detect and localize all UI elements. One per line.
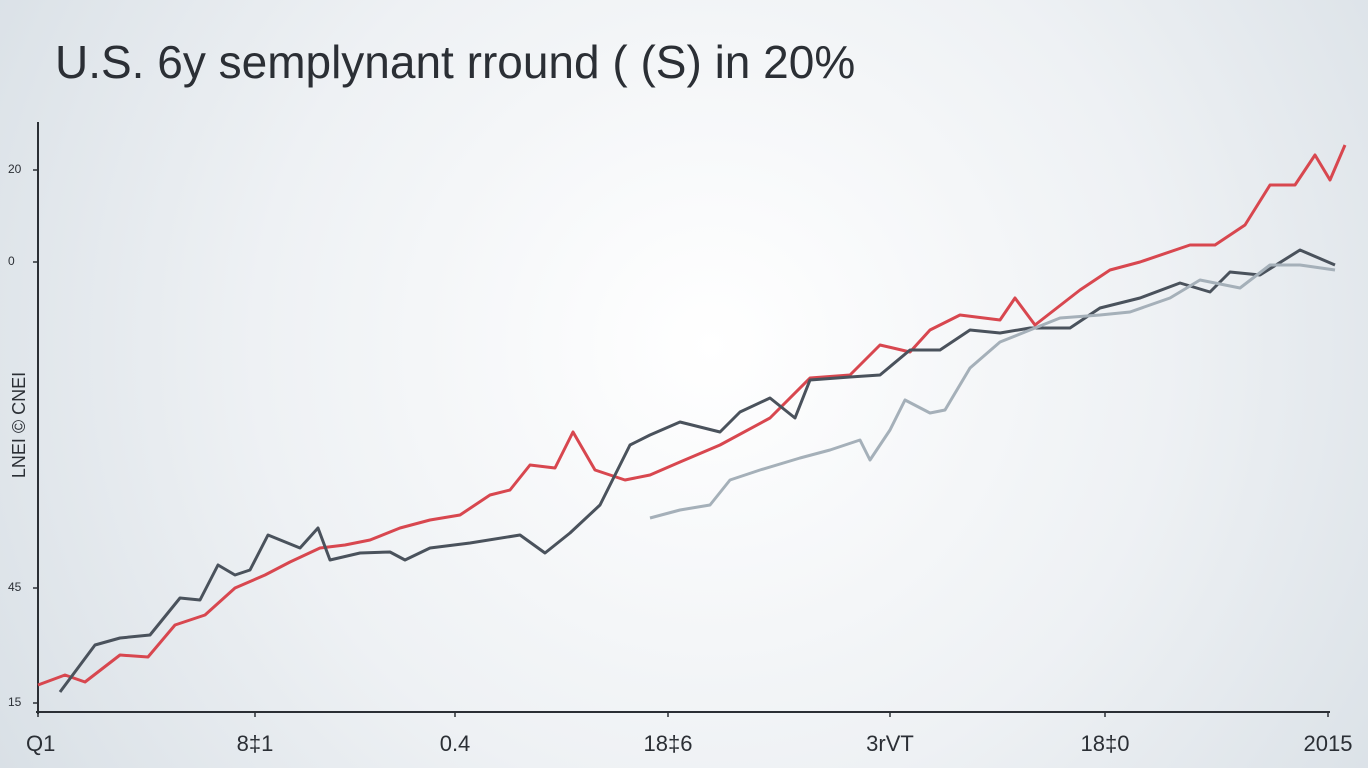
x-tick-label: 2015 bbox=[1304, 731, 1353, 756]
y-tick-label: 15 bbox=[8, 695, 22, 709]
chart-title: U.S. 6y semplynant rround ( (S) in 20% bbox=[55, 36, 855, 88]
x-tick-label: Q1 bbox=[26, 731, 55, 756]
x-tick-label: 0.4 bbox=[440, 731, 471, 756]
x-tick-label: 18‡0 bbox=[1081, 731, 1130, 756]
line-series bbox=[37, 144, 1347, 687]
y-tick-label: 45 bbox=[8, 580, 22, 594]
y-axis-label: LNEI © CNEI bbox=[9, 372, 29, 478]
y-tick-label: 0 bbox=[8, 254, 15, 268]
x-tick-label: 18‡6 bbox=[644, 731, 693, 756]
y-tick-label: 20 bbox=[8, 162, 22, 176]
line-series bbox=[58, 248, 1336, 693]
line-series bbox=[649, 263, 1336, 520]
x-tick-label: 8‡1 bbox=[237, 731, 274, 756]
x-tick-label: 3rVT bbox=[866, 731, 914, 756]
